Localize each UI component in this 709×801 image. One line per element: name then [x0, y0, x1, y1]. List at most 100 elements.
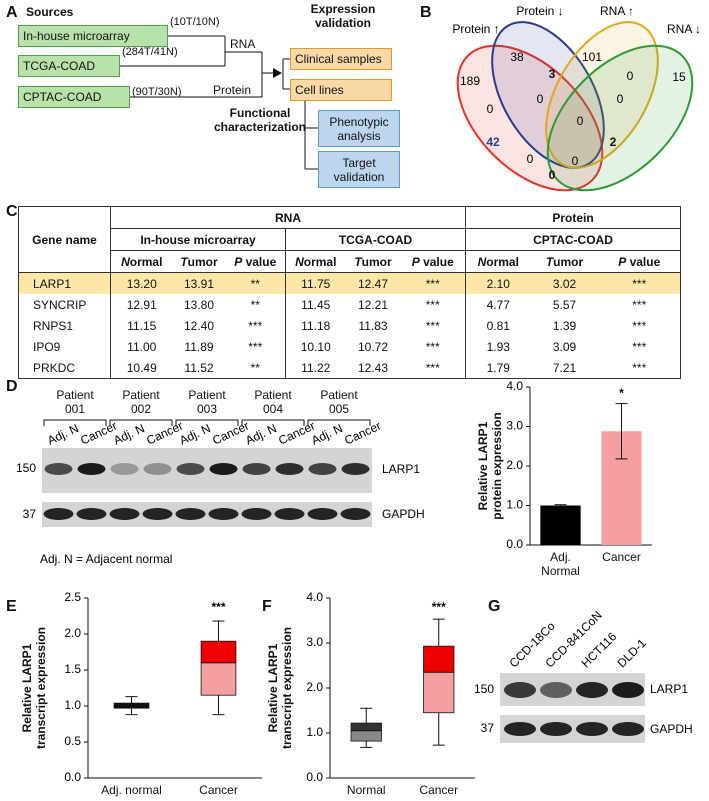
- table-cell: 11.15: [110, 315, 173, 336]
- venn-set: [491, 21, 605, 169]
- lane-label: Adj. N: [309, 421, 345, 448]
- branch-label: Protein: [213, 83, 252, 97]
- significance: ***: [211, 600, 225, 614]
- y-axis-label: Relative LARP1 protein expression: [476, 412, 504, 520]
- y-tick-label: 2.0: [306, 680, 323, 694]
- section-title: Functional characterization: [213, 106, 307, 134]
- patient-label: Patient 002: [122, 388, 160, 416]
- table-cell: 12.43: [357, 360, 389, 375]
- source-box: TCGA-COAD: [18, 55, 120, 77]
- box-upper: [350, 722, 382, 732]
- arrowhead: [273, 68, 282, 78]
- venn-count: 0: [627, 69, 634, 83]
- header-cell: Tumor: [345, 250, 401, 273]
- table-cell: **: [250, 276, 260, 291]
- venn-count: 101: [582, 50, 602, 64]
- header-cell: Protein: [464, 206, 681, 229]
- header-cell: P value: [400, 250, 466, 273]
- table-cell: **: [250, 297, 260, 312]
- table-cell: **: [250, 360, 260, 375]
- y-tick-label: 0.5: [64, 734, 81, 748]
- functional-box: Phenotypic analysis: [318, 110, 400, 147]
- header-cell: Normal: [465, 250, 531, 273]
- table-cell: ***: [248, 339, 263, 354]
- band: [504, 722, 536, 736]
- table-cell: 13.20: [110, 272, 173, 294]
- venn-count: 0: [487, 102, 494, 116]
- column-label: Normal: [121, 254, 163, 269]
- venn-count: 3: [549, 67, 556, 81]
- panel-label: A: [6, 4, 18, 21]
- bracket: [43, 419, 107, 426]
- band: [540, 722, 572, 736]
- table-cell: 11.22: [285, 357, 346, 379]
- gene-cell: SYNCRIP: [33, 297, 87, 312]
- table-row: SYNCRIP 12.91 13.80 ** 11.45 12.21 *** 4.77 5.57…: [19, 294, 681, 315]
- band: [143, 463, 172, 475]
- table-cell: 10.10: [285, 336, 346, 357]
- table-row: IPO9 11.00 11.89 *** 10.10 10.72 *** 1.93 3.09 **…: [19, 336, 681, 357]
- patient-label: Patient 004: [254, 388, 292, 416]
- header-cell: RNA: [110, 206, 466, 229]
- bracket: [175, 419, 239, 426]
- table-cell: 1.93: [465, 336, 531, 357]
- y-tick-label: 1.0: [506, 498, 523, 512]
- table-cell: 12.40: [183, 318, 215, 333]
- table-row: PRKDC 10.49 11.52 ** 11.22 12.43 *** 1.79 7.21 **…: [19, 357, 681, 379]
- table-cell: ***: [248, 318, 263, 333]
- band: [612, 682, 644, 698]
- y-tick-label: 0.0: [506, 537, 523, 551]
- protein-label: GAPDH: [382, 507, 425, 521]
- lane-label: Adj. N: [177, 421, 213, 448]
- y-tick-label: 2.5: [64, 590, 81, 604]
- header-cell: In-house microarray: [110, 228, 286, 251]
- patient-label: Patient 001: [56, 388, 94, 416]
- validation-box: Cell lines: [290, 79, 392, 101]
- band: [109, 508, 140, 520]
- functional-box: Target validation: [318, 151, 400, 188]
- band: [175, 508, 206, 520]
- column-label: P value: [234, 254, 277, 269]
- venn-count: 38: [510, 50, 524, 64]
- sample-count: (10T/10N): [170, 16, 220, 28]
- table-cell: ***: [632, 276, 647, 291]
- significance: ***: [432, 600, 446, 614]
- table-cell: ***: [632, 297, 647, 312]
- table-cell: 11.00: [110, 336, 173, 357]
- marker-label: 150: [474, 682, 494, 696]
- panel-label: C: [6, 203, 18, 220]
- table-cell: 7.21: [552, 360, 577, 375]
- bar: [540, 505, 581, 545]
- table-cell: 11.89: [184, 339, 214, 354]
- venn-set: [546, 44, 694, 192]
- table-cell: ***: [632, 318, 647, 333]
- table-cell: ***: [632, 339, 647, 354]
- lane-label: DLD-1: [614, 636, 649, 671]
- header-cell: TCGA-COAD: [285, 228, 466, 251]
- lane-label: Adj. N: [111, 421, 147, 448]
- table-cell: 12.47: [357, 276, 389, 291]
- column-label: Normal: [295, 254, 337, 269]
- protein-label: GAPDH: [650, 722, 693, 736]
- y-tick-label: 2.0: [506, 458, 523, 472]
- section-title: Expression validation: [310, 2, 376, 30]
- column-label: P value: [411, 254, 454, 269]
- gene-cell: LARP1: [33, 276, 72, 291]
- header-cell: Gene name: [18, 206, 111, 273]
- band: [43, 508, 74, 520]
- box-lower: [350, 730, 382, 742]
- venn-count: 0: [549, 168, 556, 182]
- bracket: [109, 419, 173, 426]
- x-tick-label: Cancer: [199, 783, 238, 797]
- y-tick-label: 1.0: [64, 698, 81, 712]
- band: [274, 508, 305, 520]
- validation-box: Clinical samples: [290, 48, 392, 70]
- bracket: [241, 419, 305, 426]
- panel-label: D: [6, 378, 18, 395]
- marker-label: 37: [481, 721, 495, 735]
- venn-count: 0: [577, 114, 584, 128]
- venn-count: 0: [527, 152, 534, 166]
- y-tick-label: 4.0: [306, 590, 323, 604]
- band: [208, 508, 239, 520]
